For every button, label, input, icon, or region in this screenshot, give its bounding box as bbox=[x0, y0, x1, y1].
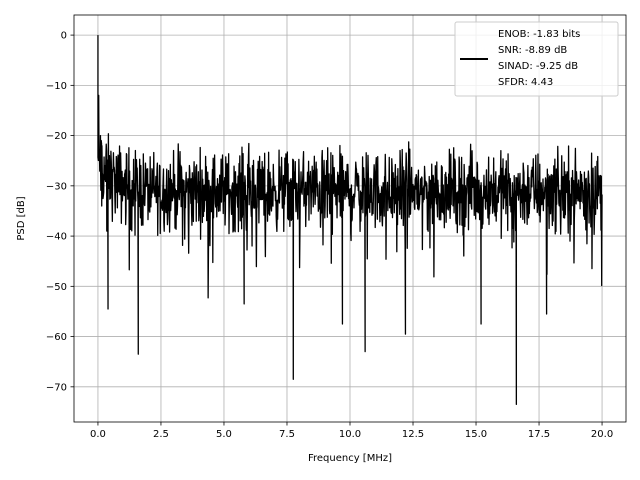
x-tick-label: 5.0 bbox=[216, 429, 232, 440]
x-tick-label: 17.5 bbox=[528, 429, 550, 440]
x-axis-label: Frequency [MHz] bbox=[308, 453, 392, 464]
y-axis-label: PSD [dB] bbox=[16, 196, 27, 240]
legend: ENOB: -1.83 bits SNR: -8.89 dB SINAD: -9… bbox=[454, 21, 619, 97]
y-tick-label: −60 bbox=[46, 332, 67, 343]
x-tick-label: 2.5 bbox=[153, 429, 169, 440]
y-tick-label: −30 bbox=[46, 181, 67, 192]
x-tick-label: 10.0 bbox=[339, 429, 361, 440]
x-tick-label: 7.5 bbox=[279, 429, 295, 440]
axis-ticks: 0.0 2.5 5.0 7.5 10.0 12.5 15.0 17.5 20.0 0 −10 −20 −… bbox=[46, 31, 613, 440]
y-tick-label: −50 bbox=[46, 282, 67, 293]
y-tick-label: −20 bbox=[46, 131, 67, 142]
x-tick-label: 12.5 bbox=[402, 429, 424, 440]
y-tick-label: −10 bbox=[46, 81, 67, 92]
legend-sinad-text: SINAD: -9.25 dB bbox=[498, 61, 578, 72]
x-tick-label: 15.0 bbox=[465, 429, 487, 440]
y-tick-label: −40 bbox=[46, 232, 67, 243]
legend-box bbox=[454, 21, 619, 97]
legend-snr-text: SNR: -8.89 dB bbox=[498, 45, 567, 56]
legend-enob-text: ENOB: -1.83 bits bbox=[498, 29, 580, 40]
psd-series bbox=[97, 35, 603, 406]
x-tick-label: 0.0 bbox=[90, 429, 106, 440]
y-tick-label: 0 bbox=[61, 31, 67, 42]
legend-sfdr-text: SFDR: 4.43 bbox=[498, 77, 553, 88]
y-tick-label: −70 bbox=[46, 382, 67, 393]
x-tick-label: 20.0 bbox=[591, 429, 613, 440]
psd-trace bbox=[97, 35, 603, 406]
